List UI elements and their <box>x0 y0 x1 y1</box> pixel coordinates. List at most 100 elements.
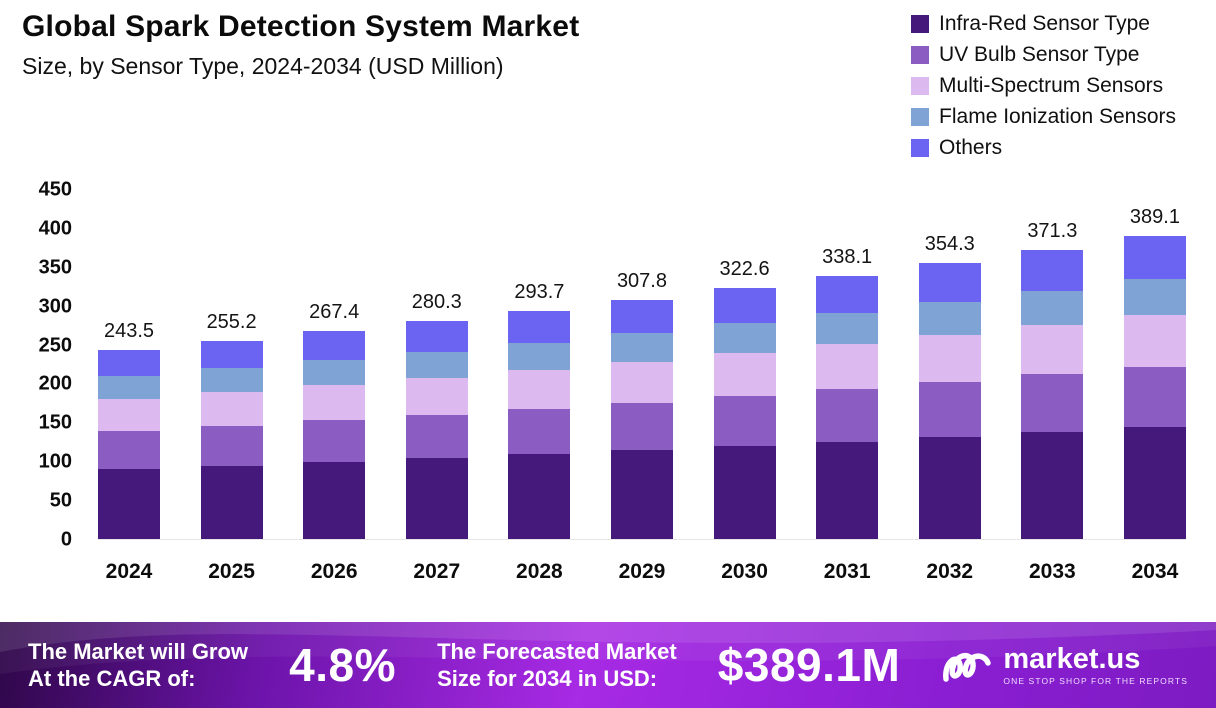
bar-segment[interactable] <box>405 414 468 459</box>
bar-segment[interactable] <box>816 389 879 442</box>
bar-segment[interactable] <box>816 441 879 539</box>
bar-segment[interactable] <box>918 263 981 303</box>
bar-segment[interactable] <box>303 331 366 361</box>
bar-segment[interactable] <box>508 342 571 371</box>
bar-segment[interactable] <box>508 370 571 409</box>
plot-area: 243.5 255.2 267.4 280.3 293.7 307.8 322.6 338.1… <box>98 190 1186 540</box>
bar-segment[interactable] <box>918 381 981 438</box>
bar-segment[interactable] <box>508 408 571 455</box>
plot-column: 243.5 255.2 267.4 280.3 293.7 307.8 322.6 338.1… <box>98 190 1186 584</box>
bar-segment[interactable] <box>1123 315 1186 367</box>
bar-segment[interactable] <box>1123 236 1186 279</box>
bar-stack <box>508 310 571 539</box>
y-axis-tick: 200 <box>38 372 72 395</box>
bar-segment[interactable] <box>1021 374 1084 433</box>
bar-segment[interactable] <box>303 462 366 539</box>
bar-stack <box>405 321 468 539</box>
bar-segment[interactable] <box>200 392 263 426</box>
bar-group: 267.4 <box>303 189 366 539</box>
bar-total-label: 243.5 <box>103 319 155 342</box>
bar-segment[interactable] <box>918 302 981 336</box>
x-axis-label: 2031 <box>823 560 871 583</box>
bar-segment[interactable] <box>405 321 468 352</box>
bar-segment[interactable] <box>200 425 263 466</box>
legend-item[interactable]: Flame Ionization Sensors <box>911 105 1176 129</box>
bar-segment[interactable] <box>918 335 981 382</box>
bar-group: 307.8 <box>610 189 673 539</box>
bar-segment[interactable] <box>816 276 879 313</box>
bar-segment[interactable] <box>713 323 776 354</box>
legend-swatch <box>911 15 930 33</box>
legend-item[interactable]: Others <box>911 136 1176 160</box>
bar-total-label: 371.3 <box>1027 220 1078 243</box>
bar-segment[interactable] <box>98 376 160 399</box>
y-axis-tick: 100 <box>38 450 72 473</box>
forecast-label: The Forecasted Market Size for 2034 in U… <box>437 638 677 693</box>
bar-segment[interactable] <box>200 368 263 393</box>
bar-segment[interactable] <box>98 398 160 432</box>
bar-segment[interactable] <box>98 349 160 377</box>
bar-segment[interactable] <box>405 458 468 539</box>
bar-group: 354.3 <box>918 189 981 539</box>
bar-group: 280.3 <box>405 189 468 539</box>
forecast-label-line2: Size for 2034 in USD: <box>437 666 658 691</box>
bar-total-label: 293.7 <box>514 280 565 303</box>
bar-segment[interactable] <box>200 465 263 539</box>
bar-segment[interactable] <box>610 402 673 451</box>
bar-stack <box>200 340 263 539</box>
cagr-label-line2: At the CAGR of: <box>28 666 196 691</box>
y-axis-tick: 150 <box>38 411 72 434</box>
bar-total-label: 354.3 <box>924 233 975 256</box>
bar-segment[interactable] <box>816 312 879 345</box>
bar-stack <box>918 263 981 539</box>
legend-item[interactable]: Multi-Spectrum Sensors <box>911 74 1176 98</box>
bar-segment[interactable] <box>610 450 673 539</box>
bar-segment[interactable] <box>303 360 366 386</box>
brand-lockup: market.us ONE STOP SHOP FOR THE REPORTS <box>941 643 1188 687</box>
bar-segment[interactable] <box>405 351 468 378</box>
bar-segment[interactable] <box>713 288 776 324</box>
bar-segment[interactable] <box>713 395 776 447</box>
bar-segment[interactable] <box>610 333 673 362</box>
bar-segment[interactable] <box>1021 250 1084 291</box>
brand-tagline: ONE STOP SHOP FOR THE REPORTS <box>1003 676 1188 687</box>
bar-segment[interactable] <box>508 454 571 539</box>
bar-stack <box>1021 250 1084 539</box>
bar-segment[interactable] <box>508 310 571 343</box>
bar-total-label: 307.8 <box>616 269 667 292</box>
bar-segment[interactable] <box>1021 432 1084 539</box>
y-axis-tick: 0 <box>60 528 72 551</box>
bar-segment[interactable] <box>610 361 673 403</box>
legend-label: Multi-Spectrum Sensors <box>939 74 1164 97</box>
bar-segment[interactable] <box>610 299 673 334</box>
bar-segment[interactable] <box>98 468 160 539</box>
bar-stack <box>303 331 366 539</box>
bar-segment[interactable] <box>1123 427 1186 539</box>
y-axis-tick: 400 <box>38 217 72 240</box>
legend-item[interactable]: UV Bulb Sensor Type <box>911 43 1176 67</box>
bar-stack <box>816 276 879 539</box>
bar-segment[interactable] <box>303 385 366 421</box>
bar-stack <box>1123 236 1186 539</box>
bar-segment[interactable] <box>1123 366 1186 427</box>
bar-total-label: 322.6 <box>719 258 770 281</box>
bar-segment[interactable] <box>303 420 366 463</box>
bar-segment[interactable] <box>405 377 468 415</box>
legend-item[interactable]: Infra-Red Sensor Type <box>911 12 1176 36</box>
bar-segment[interactable] <box>1123 278 1186 316</box>
legend-swatch <box>911 46 930 64</box>
bar-segment[interactable] <box>200 340 263 369</box>
bar-segment[interactable] <box>713 446 776 539</box>
market-us-logo-icon <box>943 653 992 682</box>
x-axis-label: 2025 <box>208 560 255 583</box>
bar-segment[interactable] <box>1021 290 1084 326</box>
bar-segment[interactable] <box>713 353 776 396</box>
y-axis-tick: 300 <box>38 295 72 318</box>
bar-segment[interactable] <box>918 437 981 539</box>
bar-segment[interactable] <box>816 344 879 390</box>
bar-segment[interactable] <box>98 431 160 469</box>
banner-wave-decoration <box>0 622 1216 674</box>
bar-segment[interactable] <box>1021 325 1084 375</box>
bar-group: 293.7 <box>508 189 571 539</box>
